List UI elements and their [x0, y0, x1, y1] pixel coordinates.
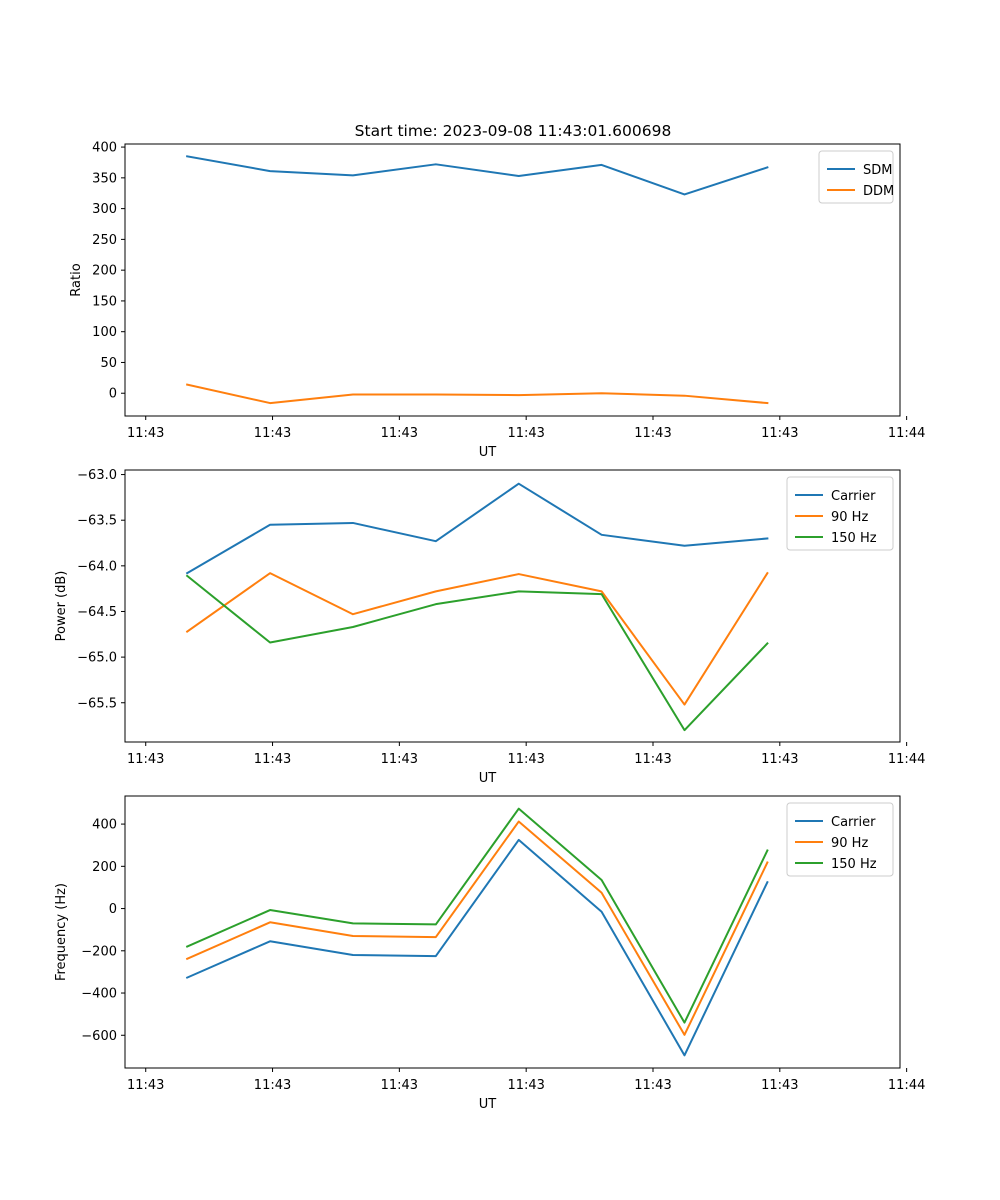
- y-tick-label: −600: [81, 1029, 117, 1044]
- series-line-150-hz: [185, 807, 769, 1024]
- series-line-carrier: [185, 482, 769, 575]
- series-line-carrier: [185, 838, 769, 1057]
- charts: 0 50 100 150 200 250 300 350 400 11:43 11:43 11:43 1…: [54, 141, 925, 1112]
- y-tick-label: −65.0: [77, 651, 117, 666]
- x-tick-label: 11:43: [381, 426, 418, 441]
- y-tick-label: −63.5: [77, 514, 117, 529]
- x-tick-label: 11:43: [381, 752, 418, 767]
- y-tick-label: −65.5: [77, 696, 117, 711]
- chart-panel-1: 0 50 100 150 200 250 300 350 400 11:43 11:43 11:43 1…: [69, 141, 925, 460]
- y-tick-label: 200: [92, 860, 117, 875]
- legend: Carrier 90 Hz 150 Hz: [786, 476, 894, 551]
- y-tick-label: 0: [109, 902, 117, 917]
- legend-label: SDM: [863, 163, 892, 178]
- y-tick-label: 50: [100, 356, 117, 371]
- y-tick-label: −64.5: [77, 605, 117, 620]
- x-tick-label: 11:43: [507, 752, 544, 767]
- x-tick-label: 11:43: [634, 426, 671, 441]
- legend: SDM DDM: [818, 150, 894, 204]
- y-tick-label: −200: [81, 944, 117, 959]
- y-tick-label: 100: [92, 325, 117, 340]
- y-tick-label: 400: [92, 141, 117, 156]
- legend-label: Carrier: [831, 815, 876, 830]
- x-tick-label: 11:43: [381, 1078, 418, 1093]
- y-axis-label: Power (dB): [54, 571, 69, 642]
- x-tick-label: 11:43: [761, 752, 798, 767]
- y-tick-label: 350: [92, 171, 117, 186]
- x-tick-label: 11:43: [254, 426, 291, 441]
- x-tick-label: 11:43: [254, 752, 291, 767]
- x-tick-label: 11:43: [634, 1078, 671, 1093]
- legend-label: 150 Hz: [831, 857, 877, 872]
- x-tick-label: 11:43: [507, 1078, 544, 1093]
- y-axis-label: Frequency (Hz): [54, 883, 69, 981]
- x-tick-label: 11:43: [127, 752, 164, 767]
- y-tick-label: 0: [109, 387, 117, 402]
- plot-frame: [124, 795, 901, 1069]
- chart-panel-3: −600 −400 −200 0 200 400 11:43 11:43 11:43 11:43 1…: [54, 795, 925, 1112]
- x-tick-label: 11:43: [127, 426, 164, 441]
- x-tick-label: 11:43: [634, 752, 671, 767]
- series-line-ddm: [185, 383, 769, 405]
- x-tick-label: 11:43: [507, 426, 544, 441]
- legend-label: 150 Hz: [831, 531, 877, 546]
- legend-label: Carrier: [831, 489, 876, 504]
- x-tick-label: 11:44: [888, 426, 925, 441]
- series-line-90-hz: [185, 571, 769, 706]
- x-axis-label: UT: [479, 445, 497, 460]
- y-tick-label: 150: [92, 294, 117, 309]
- x-tick-label: 11:43: [761, 1078, 798, 1093]
- x-tick-label: 11:44: [888, 1078, 925, 1093]
- series-line-150-hz: [185, 574, 769, 732]
- y-tick-label: 200: [92, 264, 117, 279]
- x-tick-label: 11:44: [888, 752, 925, 767]
- series-line-90-hz: [185, 820, 769, 1036]
- x-tick-label: 11:43: [254, 1078, 291, 1093]
- plot-frame: [124, 143, 901, 417]
- legend-label: DDM: [863, 184, 894, 199]
- figure-title: Start time: 2023-09-08 11:43:01.600698: [355, 122, 672, 140]
- y-tick-label: 300: [92, 202, 117, 217]
- x-tick-label: 11:43: [127, 1078, 164, 1093]
- x-tick-label: 11:43: [761, 426, 798, 441]
- legend-label: 90 Hz: [831, 836, 868, 851]
- y-tick-label: 400: [92, 818, 117, 833]
- plot-frame: [124, 469, 901, 743]
- x-axis-label: UT: [479, 771, 497, 786]
- y-tick-label: −400: [81, 987, 117, 1002]
- y-axis-label: Ratio: [69, 263, 84, 296]
- series-line-sdm: [186, 155, 769, 196]
- legend: Carrier 90 Hz 150 Hz: [786, 802, 894, 877]
- chart-panel-2: −65.5 −65.0 −64.5 −64.0 −63.5 −63.0 11:43 11:43…: [54, 468, 925, 786]
- y-tick-label: 250: [92, 233, 117, 248]
- y-tick-label: −63.0: [77, 468, 117, 483]
- legend-label: 90 Hz: [831, 510, 868, 525]
- y-tick-label: −64.0: [77, 559, 117, 574]
- x-axis-label: UT: [479, 1097, 497, 1112]
